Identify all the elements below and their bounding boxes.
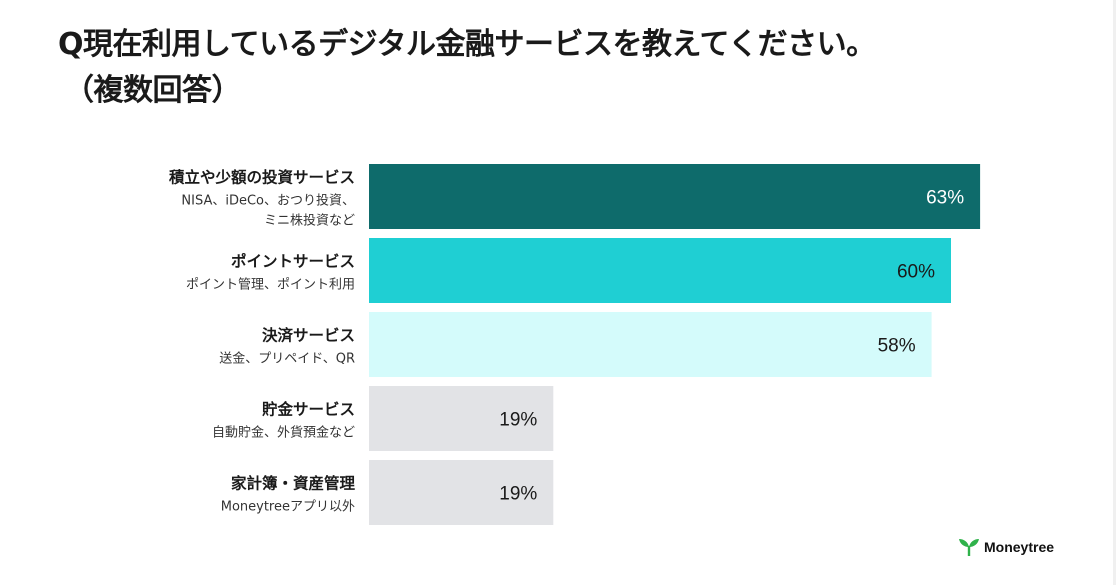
category-label-1: 積立や少額の投資サービス (168, 168, 355, 187)
title-line-1: Q現在利用しているデジタル金融サービスを教えてください。 (58, 27, 876, 62)
category-sublabel-1-1: NISA、iDeCo、おつり投資、 (181, 193, 355, 209)
right-edge-divider (1113, 0, 1116, 585)
bar-value-label-4: 19% (499, 410, 537, 431)
bar-value-label-5: 19% (499, 484, 537, 505)
bar-value-label-3: 58% (878, 336, 916, 357)
category-sublabel-4-1: 自動貯金、外貨預金など (212, 425, 355, 441)
title-line-2: （複数回答） (64, 73, 242, 108)
bar-1 (369, 164, 981, 229)
category-sublabel-2-1: ポイント管理、ポイント利用 (186, 278, 355, 293)
sprout-icon (959, 539, 979, 556)
moneytree-logo: Moneytree (958, 537, 1054, 557)
chart-title: Q現在利用しているデジタル金融サービスを教えてください。 （複数回答） (58, 22, 1098, 114)
category-label-4: 貯金サービス (262, 400, 355, 419)
logo-text: Moneytree (984, 539, 1055, 555)
category-label-2: ポイントサービス (231, 252, 355, 271)
category-sublabel-5-1: Moneytreeアプリ以外 (221, 500, 355, 515)
category-sublabel-3-1: 送金、プリペイド、QR (219, 351, 355, 367)
bar-5 (369, 460, 554, 525)
bar-value-label-2: 60% (897, 262, 935, 283)
bar-2 (369, 238, 951, 303)
bar-value-label-1: 63% (926, 188, 964, 209)
category-sublabel-1-2: ミニ株投資など (264, 213, 355, 229)
category-label-5: 家計簿・資産管理 (231, 474, 356, 493)
category-label-3: 決済サービス (262, 326, 355, 345)
bar-4 (369, 386, 554, 451)
bar-3 (369, 312, 932, 377)
